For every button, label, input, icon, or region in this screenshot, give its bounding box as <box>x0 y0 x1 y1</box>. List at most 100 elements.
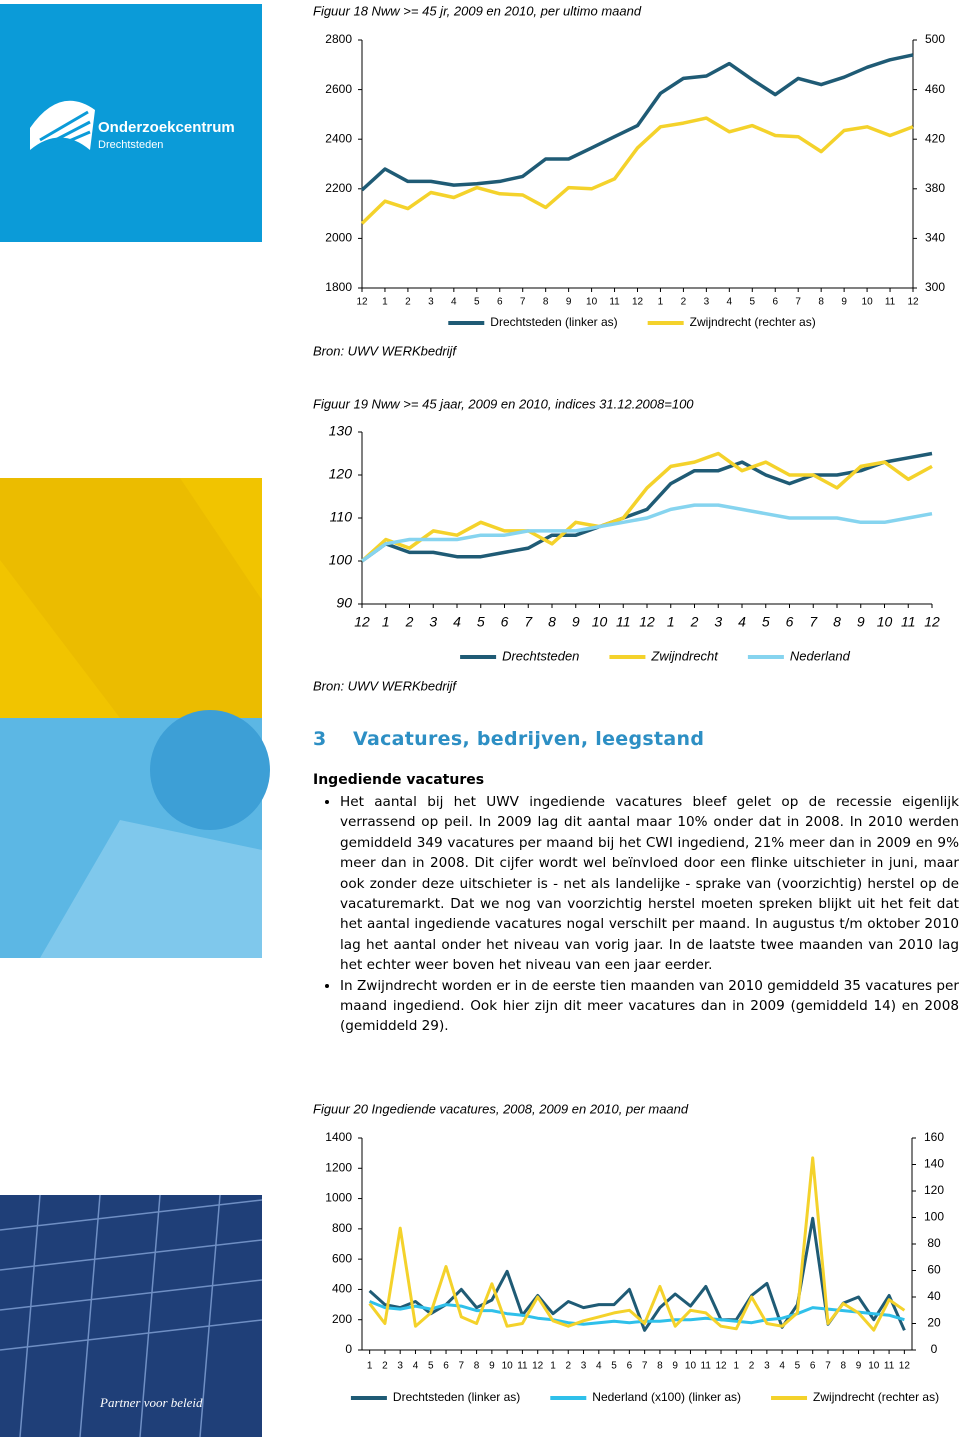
x-tick-label: 12 <box>899 1361 911 1372</box>
x-tick-label: 10 <box>592 614 608 630</box>
x-tick-label: 1 <box>550 1361 556 1372</box>
y-tick-label: 1200 <box>325 1160 352 1174</box>
bullet-list: Het aantal bij het UWV ingediende vacatu… <box>313 792 959 1037</box>
y2-tick-label: 160 <box>924 1130 944 1144</box>
y2-tick-label: 420 <box>925 131 945 145</box>
legend-label: Zwijndrecht <box>650 648 719 663</box>
x-tick-label: 7 <box>524 614 533 630</box>
legend-label: Zwijndrecht (rechter as) <box>690 315 816 329</box>
x-tick-label: 9 <box>572 614 580 630</box>
x-tick-label: 6 <box>501 614 509 630</box>
x-tick-label: 8 <box>543 297 549 308</box>
legend-label: Drechtsteden (linker as) <box>490 315 617 329</box>
x-tick-label: 5 <box>428 1361 434 1372</box>
logo-subname: Drechtsteden <box>98 139 163 151</box>
x-tick-label: 3 <box>428 297 434 308</box>
x-tick-label: 2 <box>565 1361 571 1372</box>
subheading: Ingediende vacatures <box>313 772 485 788</box>
y2-tick-label: 140 <box>924 1157 944 1171</box>
logo-name: Onderzoekcentrum <box>98 119 235 136</box>
y2-tick-label: 380 <box>925 181 945 195</box>
x-tick-label: 1 <box>734 1361 740 1372</box>
x-tick-label: 1 <box>667 614 675 630</box>
x-tick-label: 9 <box>672 1361 678 1372</box>
y-tick-label: 1000 <box>325 1191 352 1205</box>
section: 3 Vacatures, bedrijven, leegstand Ingedie… <box>313 728 959 1037</box>
x-tick-label: 4 <box>451 297 457 308</box>
chart-title: Figuur 20 Ingediende vacatures, 2008, 20… <box>313 1101 689 1116</box>
x-tick-label: 5 <box>750 297 756 308</box>
x-tick-label: 7 <box>642 1361 648 1372</box>
x-tick-label: 4 <box>453 614 461 630</box>
x-tick-label: 10 <box>586 297 598 308</box>
y-tick-label: 2800 <box>325 32 352 46</box>
x-tick-label: 7 <box>809 614 818 630</box>
x-tick-label: 6 <box>627 1361 633 1372</box>
y2-tick-label: 120 <box>924 1183 944 1197</box>
x-tick-label: 1 <box>382 297 388 308</box>
blue-shape <box>150 710 270 830</box>
legend-label: Drechtsteden <box>502 648 579 663</box>
y-tick-label: 2000 <box>325 231 352 245</box>
series-line <box>360 53 914 192</box>
y-tick-label: 0 <box>345 1342 352 1356</box>
x-tick-label: 4 <box>779 1361 785 1372</box>
x-tick-label: 9 <box>857 614 865 630</box>
x-tick-label: 5 <box>477 614 485 630</box>
y-tick-label: 2200 <box>325 181 352 195</box>
legend-label: Zwijndrecht (rechter as) <box>813 1390 939 1404</box>
y-tick-label: 130 <box>329 423 353 439</box>
x-tick-label: 10 <box>877 614 893 630</box>
logo-lines <box>39 110 91 152</box>
series-line <box>360 503 933 563</box>
x-tick-label: 10 <box>862 297 874 308</box>
x-tick-label: 2 <box>681 297 687 308</box>
x-tick-label: 11 <box>885 297 896 308</box>
y2-tick-label: 340 <box>925 231 945 245</box>
x-tick-label: 7 <box>520 297 526 308</box>
chart-title: Figuur 18 Nww >= 45 jr, 2009 en 2010, pe… <box>313 3 642 18</box>
bullet: Het aantal bij het UWV ingediende vacatu… <box>340 792 959 976</box>
x-tick-label: 10 <box>685 1361 697 1372</box>
y2-tick-label: 460 <box>925 82 945 96</box>
x-tick-label: 11 <box>609 297 620 308</box>
x-tick-label: 12 <box>356 297 368 308</box>
x-tick-label: 4 <box>596 1361 602 1372</box>
y2-tick-label: 300 <box>925 280 945 294</box>
section-title: Vacatures, bedrijven, leegstand <box>353 728 705 750</box>
y-tick-label: 100 <box>329 552 353 568</box>
x-tick-label: 1 <box>382 614 390 630</box>
x-tick-label: 3 <box>764 1361 770 1372</box>
x-tick-label: 9 <box>856 1361 862 1372</box>
x-tick-label: 4 <box>738 614 746 630</box>
x-tick-label: 10 <box>502 1361 514 1372</box>
y-tick-label: 120 <box>329 466 353 482</box>
x-tick-label: 5 <box>474 297 480 308</box>
x-tick-label: 11 <box>901 614 916 630</box>
x-tick-label: 6 <box>772 297 778 308</box>
series-line <box>360 116 914 225</box>
x-tick-label: 2 <box>382 1361 388 1372</box>
y2-tick-label: 40 <box>927 1289 941 1303</box>
x-tick-label: 8 <box>548 614 556 630</box>
photo-grid <box>0 1194 263 1437</box>
x-tick-label: 9 <box>841 297 847 308</box>
chart-title: Figuur 19 Nww >= 45 jaar, 2009 en 2010, … <box>313 396 694 411</box>
photo-panel <box>0 1195 262 1437</box>
section-heading: 3 Vacatures, bedrijven, leegstand <box>313 728 959 750</box>
y-tick-label: 800 <box>332 1221 352 1235</box>
x-tick-label: 12 <box>924 614 940 630</box>
x-tick-label: 5 <box>795 1361 801 1372</box>
tagline: Partner voor beleid <box>99 1395 203 1410</box>
x-tick-label: 3 <box>714 614 722 630</box>
source: Bron: UWV WERKbedrijf <box>313 343 457 358</box>
x-tick-label: 12 <box>639 614 655 630</box>
y-tick-label: 1400 <box>325 1130 352 1144</box>
y2-tick-label: 60 <box>927 1263 941 1277</box>
y-tick-label: 1800 <box>325 280 352 294</box>
series-line <box>368 1216 906 1332</box>
x-tick-label: 1 <box>658 297 664 308</box>
x-tick-label: 7 <box>825 1361 831 1372</box>
